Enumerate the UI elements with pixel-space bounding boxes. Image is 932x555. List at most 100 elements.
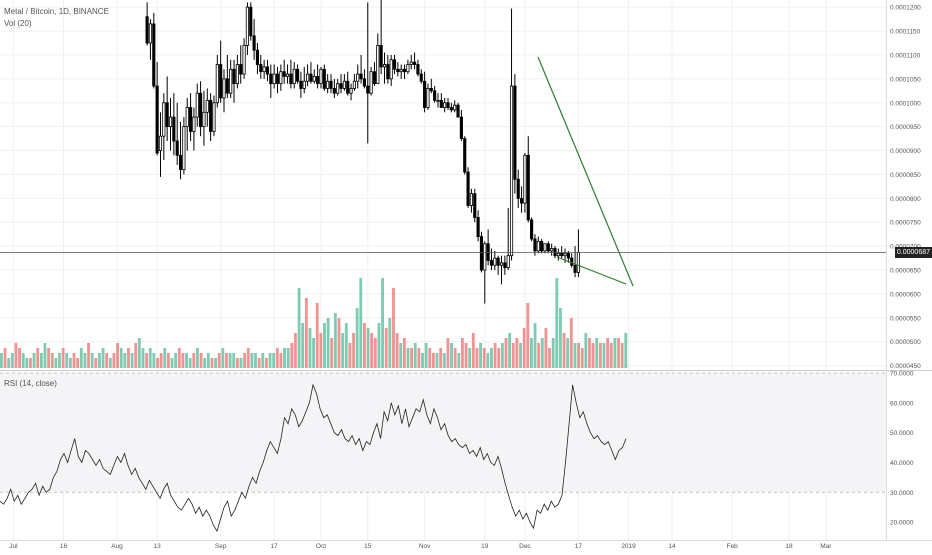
volume-bar [461,338,464,368]
volume-bar [526,303,530,368]
volume-bar [493,343,497,368]
volume-bar [232,353,236,368]
volume-bar [65,353,69,368]
volume-bar [370,333,374,368]
candle-down [155,85,159,154]
candle-down [456,104,460,118]
volume-bar [482,348,486,368]
volume-bar [239,358,243,368]
volume-bar [228,353,232,368]
volume-bar [79,348,83,368]
volume-bar [141,348,145,368]
volume-bar [68,358,72,368]
volume-bar [613,338,617,368]
candle-down [265,66,270,75]
candle-up [182,126,186,171]
volume-bar [562,333,566,368]
volume-bar [431,353,435,368]
volume-bar [620,343,624,368]
volume-bar [544,328,548,368]
volume-bar [181,353,185,368]
candle-down [175,140,179,156]
price-tick-label: 0.0000600 [890,291,921,298]
candle-down [446,102,450,108]
candle-up [279,71,283,85]
candle-down [232,68,236,85]
volume-bar [479,343,482,368]
volume-bar [283,348,286,368]
candle-up [509,85,514,257]
candle-down [329,80,333,89]
time-tick-label: 15 [364,543,372,550]
volume-bar [10,353,14,368]
volume-bar [348,343,352,368]
volume-bar [177,348,181,368]
candle-up [453,104,457,111]
candle-down [386,64,390,80]
candle-up [369,71,373,94]
volume-bar [112,353,116,368]
time-tick-label: Sep [215,543,227,550]
candle-down [145,16,149,44]
volume-bar [246,348,250,368]
price-tick-label: 0.0000900 [890,148,921,155]
volume-bar [76,358,80,368]
volume-bar [221,348,225,368]
volume-bar [279,353,283,368]
candle-down [449,107,453,111]
candle-down [322,68,326,89]
volume-bar [257,358,261,368]
candle-up [536,240,540,252]
candle-up [158,135,163,151]
price-tick-label: 0.0000550 [890,315,921,322]
volume-bar [406,348,410,368]
time-tick-label: Dec [519,543,531,550]
candle-down [489,260,494,266]
volume-bar [3,348,7,368]
candle-down [459,116,463,139]
candle-down [533,238,537,252]
candle-down [570,257,574,266]
candle-up [215,64,219,104]
volume-bar [127,348,130,368]
candle-down [479,236,484,271]
candle-down [433,90,437,101]
volume-bar [475,348,479,368]
volume-bar [486,353,490,368]
volume-bar [584,333,588,368]
volume-bar [235,358,239,368]
volume-bar [254,353,257,368]
candle-up [195,92,199,118]
volume-bar [130,353,134,368]
rsi-line [0,383,627,533]
volume-bar [424,343,428,368]
rsi-tick-label: 50.0000 [890,430,914,437]
volume-bar [123,353,127,368]
volume-bars [0,278,628,368]
candle-down [259,64,263,73]
volume-bar [166,353,170,368]
candle-up [168,116,173,128]
volume-bar [137,338,141,368]
candle-up [443,102,447,108]
rsi-tick-label: 60.0000 [890,400,914,407]
volume-bar [602,343,606,368]
volume-bar [25,358,29,368]
volume-bar [159,353,163,368]
candle-down [392,59,397,70]
volume-bar [580,348,584,368]
volume-bar [145,353,149,368]
volume-bar [301,323,305,368]
volume-bar [352,333,355,368]
candle-up [576,251,580,273]
volume-bar [377,323,381,368]
candle-up [222,78,226,99]
candle-down [423,80,427,108]
candle-down [573,264,577,273]
volume-bar [217,353,221,368]
candle-down [379,45,383,68]
candle-down [359,73,363,80]
volume-bar [286,348,290,368]
rsi-tick-label: 70.0000 [890,371,914,378]
